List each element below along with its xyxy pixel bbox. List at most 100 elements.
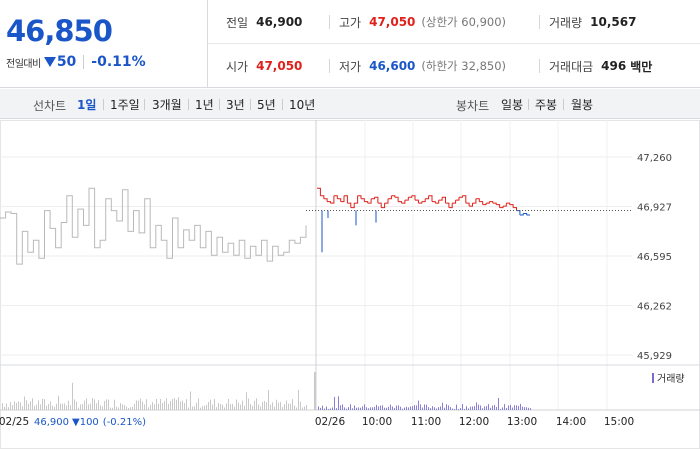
today-segment bbox=[394, 196, 399, 202]
tab-5y[interactable]: 5년 bbox=[257, 98, 276, 112]
volume-bar bbox=[170, 400, 171, 410]
chart-period-tabs: 선차트 1일 1주일 3개월 1년 3년 5년 10년 봉차트 일봉 주봉 월봉 bbox=[0, 89, 700, 119]
today-segment bbox=[421, 198, 426, 203]
stat-value: 46,900 bbox=[256, 15, 303, 29]
volume-bar bbox=[26, 400, 27, 410]
volume-bar bbox=[268, 389, 269, 410]
today-segment bbox=[415, 199, 419, 204]
volume-bar bbox=[20, 402, 21, 410]
divider bbox=[528, 99, 529, 110]
volume-bar bbox=[490, 407, 491, 410]
volume-bar bbox=[182, 400, 183, 410]
today-segment bbox=[445, 202, 450, 208]
volume-bar bbox=[84, 400, 85, 410]
volume-bar bbox=[476, 402, 477, 410]
volume-bar bbox=[276, 399, 277, 410]
volume-bar bbox=[140, 398, 141, 410]
volume-bar bbox=[344, 407, 345, 410]
volume-bar bbox=[162, 403, 163, 410]
volume-bar bbox=[248, 398, 249, 410]
volume-bar bbox=[58, 395, 59, 410]
volume-bar bbox=[50, 401, 51, 410]
volume-bar bbox=[436, 408, 437, 410]
volume-bar bbox=[262, 401, 263, 410]
volume-bar bbox=[234, 406, 235, 410]
volume-bar bbox=[64, 403, 65, 410]
volume-bar bbox=[110, 407, 111, 410]
volume-bar bbox=[48, 403, 49, 410]
today-segment bbox=[371, 197, 375, 200]
volume-bar bbox=[240, 404, 241, 410]
volume-bar bbox=[412, 406, 413, 410]
volume-bar bbox=[14, 401, 15, 410]
stat-label: 거래대금 bbox=[549, 59, 594, 74]
today-segment bbox=[411, 195, 416, 201]
volume-bar bbox=[150, 404, 151, 410]
chart-grid bbox=[0, 120, 700, 449]
tab-10y[interactable]: 10년 bbox=[289, 98, 316, 112]
volume-bar bbox=[282, 407, 283, 410]
today-segment bbox=[448, 203, 453, 209]
volume-bar bbox=[244, 405, 245, 410]
volume-bar bbox=[324, 408, 325, 410]
tab-weekly[interactable]: 주봉 bbox=[535, 98, 558, 112]
volume-bar bbox=[402, 408, 403, 410]
today-segment bbox=[384, 198, 389, 204]
volume-bar bbox=[154, 404, 155, 410]
volume-bar bbox=[10, 402, 11, 410]
stat-unit: 백만 bbox=[630, 59, 653, 74]
today-segment bbox=[428, 195, 433, 202]
volume-bar bbox=[82, 404, 83, 410]
tab-3y[interactable]: 3년 bbox=[226, 98, 245, 112]
volume-bar bbox=[204, 405, 205, 410]
volume-bar bbox=[446, 404, 447, 410]
volume-bar bbox=[414, 405, 415, 410]
volume-bar bbox=[224, 407, 225, 410]
volume-bar bbox=[34, 405, 35, 410]
volume-bar bbox=[374, 406, 375, 410]
volume-bar bbox=[332, 407, 333, 410]
volume-bar bbox=[492, 405, 493, 410]
today-segment bbox=[377, 202, 382, 208]
volume-bar bbox=[216, 407, 217, 410]
stat-turnover: 거래대금 496 백만 bbox=[549, 44, 652, 88]
tab-1d[interactable]: 1일 bbox=[77, 98, 97, 112]
volume-bar bbox=[394, 407, 395, 410]
volume-bar bbox=[270, 404, 271, 410]
today-segment bbox=[513, 207, 517, 211]
price-tick-label: 46,262 bbox=[637, 302, 672, 313]
time-tick-label: 13:00 bbox=[507, 416, 537, 428]
volume-bar bbox=[320, 407, 321, 410]
volume-bar bbox=[286, 400, 287, 410]
volume-bar bbox=[52, 405, 53, 410]
tab-monthly[interactable]: 월봉 bbox=[571, 98, 594, 112]
change-value: 50 bbox=[56, 54, 77, 70]
divider bbox=[144, 99, 145, 110]
volume-bar bbox=[250, 403, 251, 410]
down-triangle-icon bbox=[43, 57, 56, 67]
time-tick-label: 12:00 bbox=[459, 416, 489, 428]
volume-bar bbox=[408, 407, 409, 410]
volume-bar bbox=[284, 404, 285, 410]
volume-bar bbox=[206, 404, 207, 410]
tab-1w[interactable]: 1주일 bbox=[110, 98, 140, 112]
volume-bar bbox=[114, 399, 115, 410]
stat-value: 47,050 bbox=[369, 15, 416, 29]
volume-bar bbox=[342, 404, 343, 410]
volume-bar bbox=[156, 398, 157, 410]
tab-3m[interactable]: 3개월 bbox=[152, 98, 182, 112]
today-segment bbox=[361, 198, 365, 202]
time-tick-label: 14:00 bbox=[556, 416, 586, 428]
volume-bar bbox=[88, 404, 89, 410]
tab-1y[interactable]: 1년 bbox=[195, 98, 214, 112]
stat-value: 10,567 bbox=[590, 15, 637, 29]
tab-daily[interactable]: 일봉 bbox=[501, 98, 524, 112]
volume-bar bbox=[524, 407, 525, 410]
volume-bar bbox=[306, 404, 307, 410]
volume-bar bbox=[304, 406, 305, 410]
today-segment bbox=[388, 195, 392, 200]
today-segment bbox=[435, 200, 440, 204]
today-segment bbox=[455, 197, 460, 201]
stats-row: 시가 47,050 저가 46,600 (하한가 32,850) 거래대금 49… bbox=[208, 44, 700, 88]
volume-bar bbox=[130, 407, 131, 410]
